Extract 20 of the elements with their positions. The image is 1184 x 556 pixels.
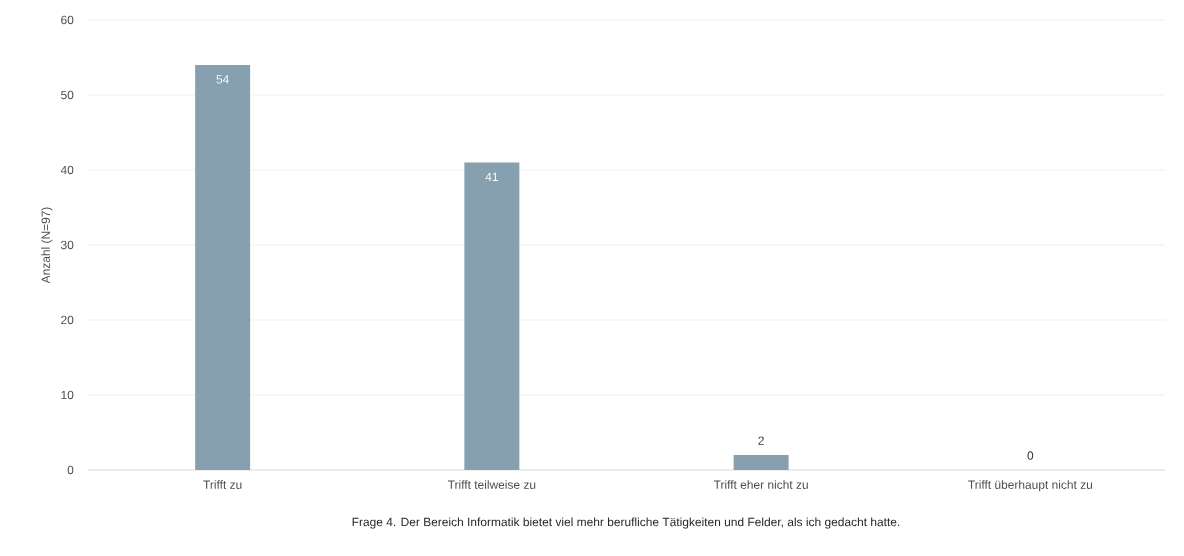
y-tick-label: 20 <box>61 315 74 325</box>
data-label: 2 <box>758 436 764 445</box>
data-label: 41 <box>485 172 498 181</box>
x-tick-label: Trifft eher nicht zu <box>713 480 808 489</box>
y-tick-label: 10 <box>61 390 74 400</box>
bar <box>733 454 789 470</box>
data-label: 0 <box>1027 451 1034 460</box>
text: Frage 4. Der Bereich Informatik bietet viel mehr berufliche Tätigkeiten und Felder, als ich gedacht hatte. <box>352 517 900 529</box>
x-tick-label: Trifft teilweise zu <box>447 480 536 489</box>
y-tick-label: 30 <box>60 240 74 250</box>
y-tick-label: 40 <box>60 165 74 175</box>
x-tick-label: Trifft überhaupt nicht zu <box>968 480 1093 492</box>
y-axis-title: Anzahl (N=97) <box>41 207 53 284</box>
x-tick-label: Trifft zu <box>203 480 242 489</box>
y-tick-label: 50 <box>61 90 74 100</box>
data-label: 54 <box>216 75 229 84</box>
bar <box>195 64 251 470</box>
y-tick-label: 0 <box>67 465 74 475</box>
bar <box>464 162 520 470</box>
y-tick-label: 60 <box>61 15 74 25</box>
